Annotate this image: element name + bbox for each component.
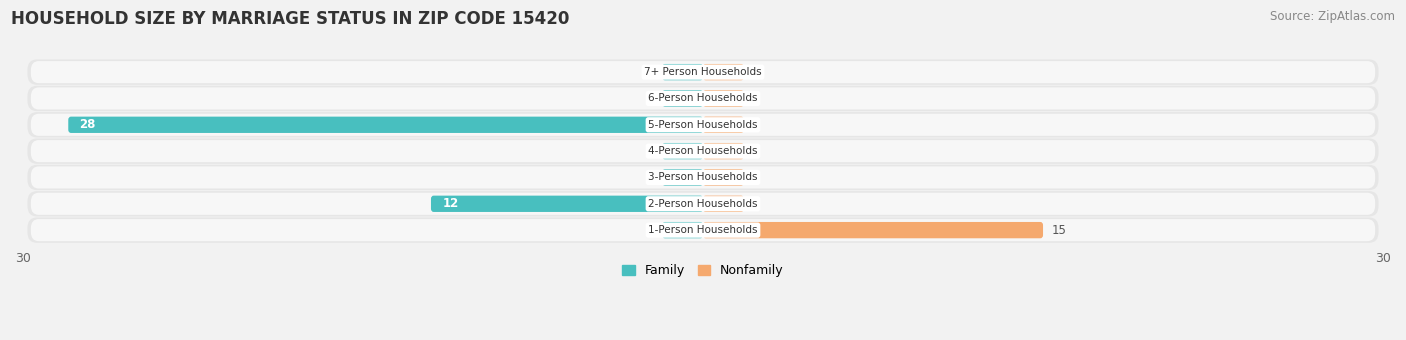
Text: 0: 0	[751, 120, 758, 130]
FancyBboxPatch shape	[703, 195, 744, 212]
FancyBboxPatch shape	[28, 138, 1378, 164]
Text: 0: 0	[648, 172, 655, 183]
FancyBboxPatch shape	[703, 117, 744, 133]
FancyBboxPatch shape	[703, 143, 744, 159]
Text: 0: 0	[751, 67, 758, 77]
FancyBboxPatch shape	[28, 112, 1378, 137]
Text: Source: ZipAtlas.com: Source: ZipAtlas.com	[1270, 10, 1395, 23]
FancyBboxPatch shape	[31, 193, 1375, 215]
Text: 1-Person Households: 1-Person Households	[648, 225, 758, 235]
Text: 0: 0	[751, 199, 758, 209]
FancyBboxPatch shape	[28, 218, 1378, 243]
FancyBboxPatch shape	[662, 143, 703, 159]
Text: 0: 0	[648, 225, 655, 235]
Text: 3-Person Households: 3-Person Households	[648, 172, 758, 183]
Text: 0: 0	[751, 94, 758, 103]
Text: 0: 0	[648, 94, 655, 103]
FancyBboxPatch shape	[432, 195, 703, 212]
Text: 2-Person Households: 2-Person Households	[648, 199, 758, 209]
FancyBboxPatch shape	[662, 222, 703, 238]
Text: 0: 0	[648, 67, 655, 77]
FancyBboxPatch shape	[31, 87, 1375, 109]
FancyBboxPatch shape	[31, 114, 1375, 136]
Legend: Family, Nonfamily: Family, Nonfamily	[617, 259, 789, 282]
FancyBboxPatch shape	[69, 117, 703, 133]
FancyBboxPatch shape	[28, 59, 1378, 85]
Text: 15: 15	[1052, 224, 1067, 237]
Text: 0: 0	[751, 146, 758, 156]
FancyBboxPatch shape	[662, 64, 703, 80]
Text: 5-Person Households: 5-Person Households	[648, 120, 758, 130]
Text: 12: 12	[443, 197, 458, 210]
FancyBboxPatch shape	[703, 169, 744, 186]
Text: 6-Person Households: 6-Person Households	[648, 94, 758, 103]
FancyBboxPatch shape	[31, 219, 1375, 241]
FancyBboxPatch shape	[662, 169, 703, 186]
Text: 7+ Person Households: 7+ Person Households	[644, 67, 762, 77]
FancyBboxPatch shape	[28, 86, 1378, 111]
FancyBboxPatch shape	[31, 166, 1375, 188]
FancyBboxPatch shape	[28, 165, 1378, 190]
Text: 28: 28	[80, 118, 96, 131]
FancyBboxPatch shape	[703, 222, 1043, 238]
FancyBboxPatch shape	[662, 90, 703, 107]
FancyBboxPatch shape	[31, 61, 1375, 83]
Text: 0: 0	[751, 172, 758, 183]
Text: 0: 0	[648, 146, 655, 156]
FancyBboxPatch shape	[28, 191, 1378, 217]
Text: 4-Person Households: 4-Person Households	[648, 146, 758, 156]
FancyBboxPatch shape	[703, 64, 744, 80]
FancyBboxPatch shape	[703, 90, 744, 107]
Text: HOUSEHOLD SIZE BY MARRIAGE STATUS IN ZIP CODE 15420: HOUSEHOLD SIZE BY MARRIAGE STATUS IN ZIP…	[11, 10, 569, 28]
FancyBboxPatch shape	[31, 140, 1375, 162]
